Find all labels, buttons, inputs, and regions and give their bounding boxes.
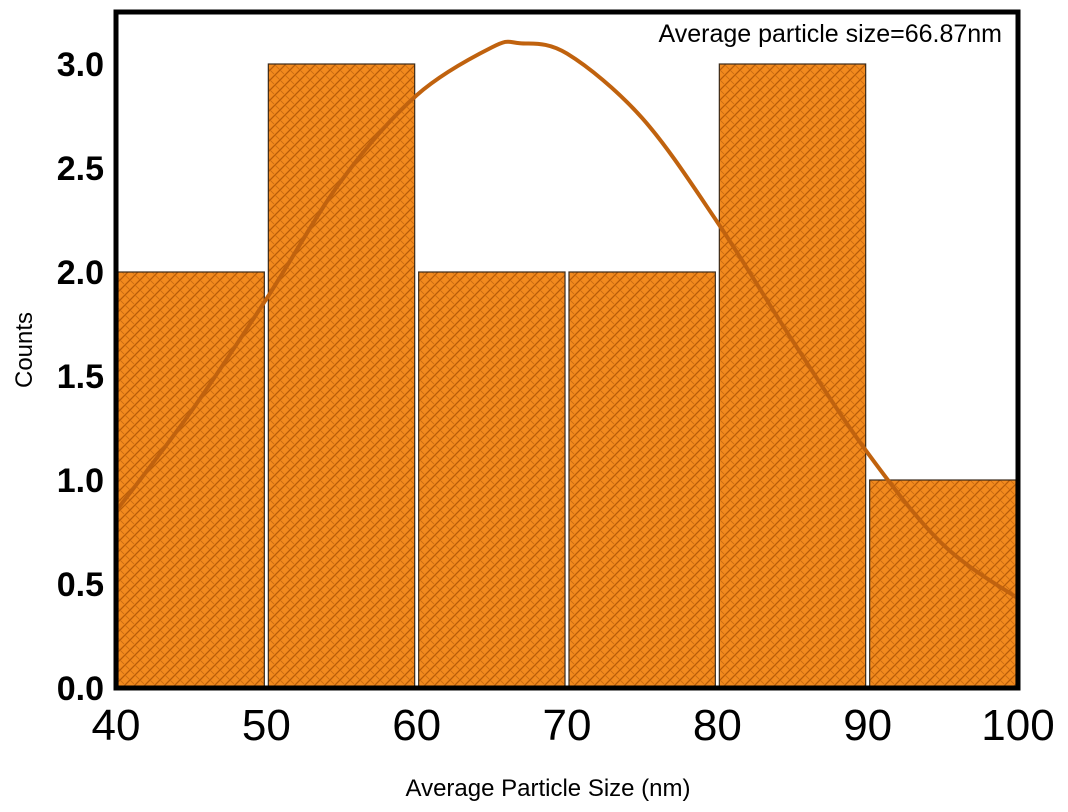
y-axis-ticks: 0.0 0.5 1.0 1.5 2.0 2.5 3.0 bbox=[57, 46, 104, 708]
histogram-bar-70-80 bbox=[568, 271, 716, 689]
y-tick-label: 3.0 bbox=[57, 46, 104, 84]
x-tick-label: 50 bbox=[242, 701, 291, 750]
y-axis-label: Counts bbox=[11, 312, 38, 388]
plot-frame bbox=[113, 9, 1021, 691]
histogram-bar-50-60 bbox=[267, 63, 416, 689]
x-tick-label: 80 bbox=[693, 701, 742, 750]
histogram-bar-80-90 bbox=[718, 63, 867, 689]
x-tick-label: 90 bbox=[843, 701, 892, 750]
x-tick-label: 100 bbox=[981, 701, 1054, 750]
histogram-bar-90-100 bbox=[869, 479, 1017, 689]
gaussian-fit-curve bbox=[114, 39, 1020, 601]
y-tick-label: 0.0 bbox=[57, 670, 104, 708]
y-tick-label: 1.5 bbox=[57, 358, 104, 396]
y-tick-label: 1.0 bbox=[57, 462, 104, 500]
histogram-bars bbox=[117, 63, 1017, 689]
y-tick-label: 2.5 bbox=[57, 150, 104, 188]
x-tick-label: 70 bbox=[543, 701, 592, 750]
x-axis-ticks: 40 50 60 70 80 90 100 bbox=[92, 701, 1055, 750]
x-tick-label: 60 bbox=[392, 701, 441, 750]
y-tick-label: 0.5 bbox=[57, 566, 104, 604]
average-size-annotation: Average particle size=66.87nm bbox=[659, 20, 1003, 48]
x-tick-label: 40 bbox=[92, 701, 141, 750]
y-tick-label: 2.0 bbox=[57, 254, 104, 292]
x-axis-label: Average Particle Size (nm) bbox=[406, 775, 691, 802]
histogram-bar-60-70 bbox=[418, 271, 566, 689]
